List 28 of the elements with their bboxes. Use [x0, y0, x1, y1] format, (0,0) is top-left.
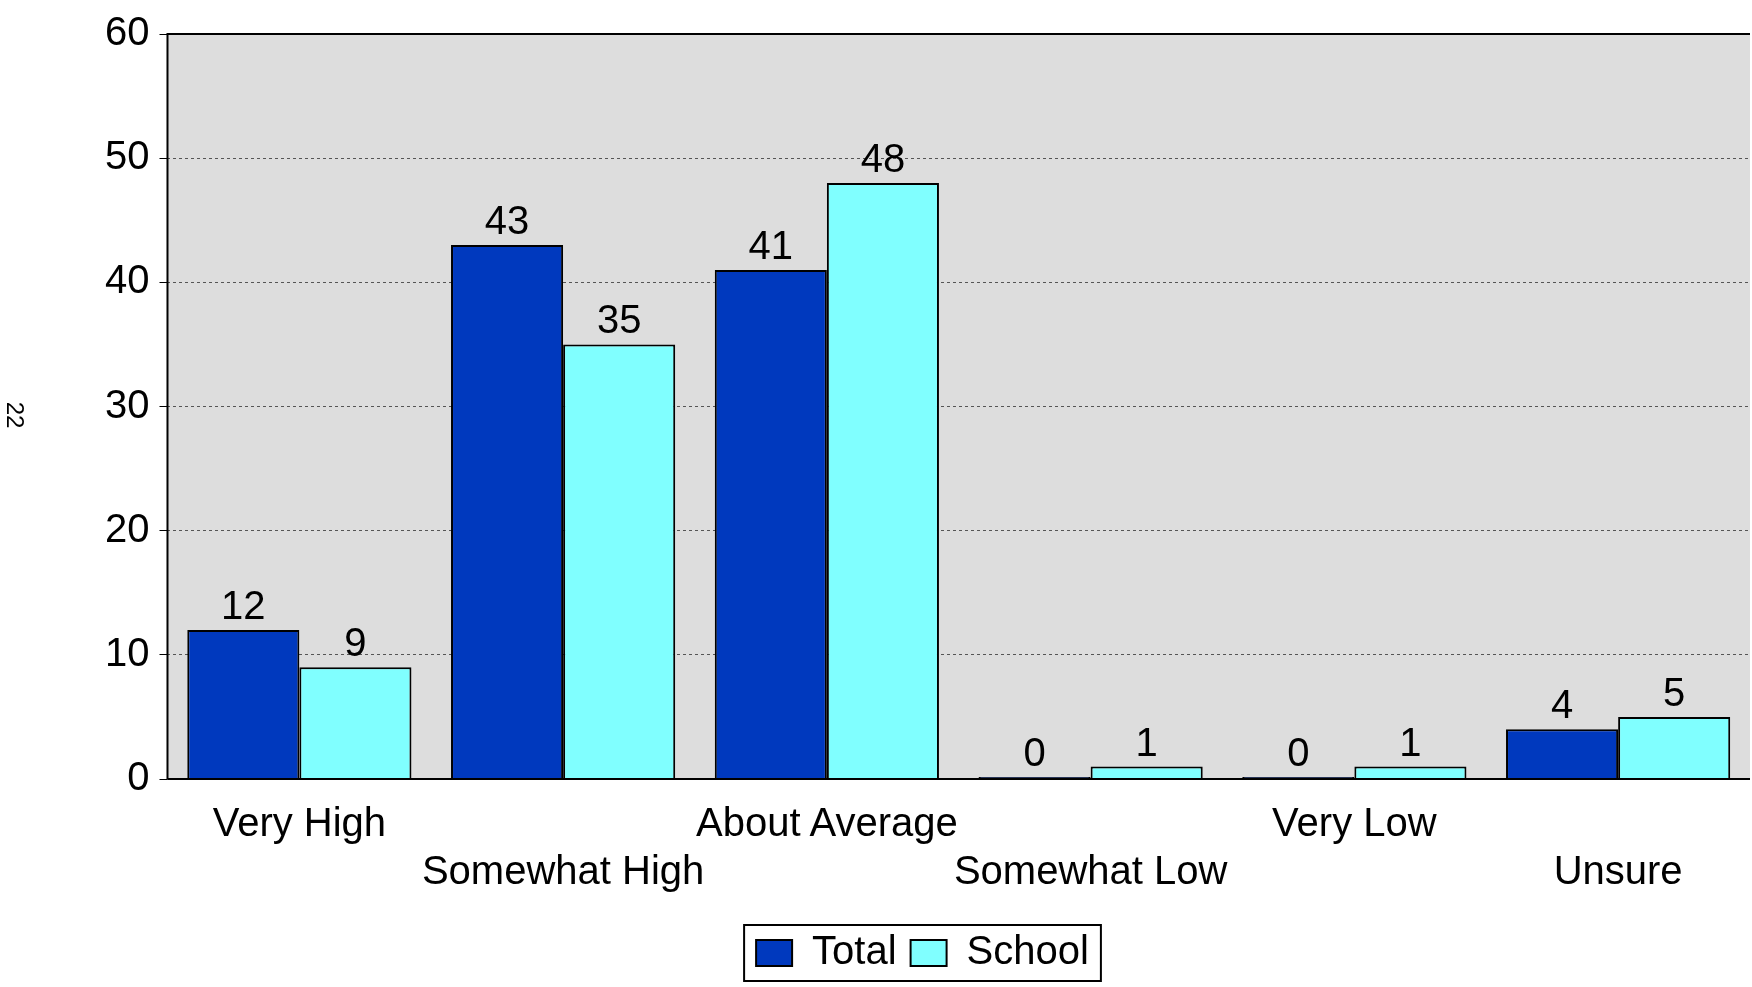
data-label: 9 — [344, 620, 367, 665]
data-label: 4 — [1550, 682, 1574, 727]
y-tick-label: 30 — [104, 381, 150, 426]
x-tick-label: Somewhat Low — [953, 848, 1228, 893]
y-tick-label: 40 — [104, 257, 150, 302]
x-tick-label: About Average — [696, 800, 958, 845]
data-label: 1 — [1399, 719, 1422, 764]
data-label: 48 — [860, 136, 906, 181]
y-tick-label: 20 — [104, 505, 150, 550]
legend-label: School — [966, 928, 1089, 973]
data-label: 35 — [596, 297, 642, 342]
legend-label: Total — [812, 928, 897, 973]
y-tick-label: 10 — [104, 629, 150, 674]
data-label: 41 — [748, 222, 794, 267]
data-label: 0 — [1287, 730, 1310, 775]
x-tick-label: Very Low — [1272, 800, 1437, 845]
x-tick-label: Unsure — [1553, 848, 1683, 893]
y-tick-label: 0 — [127, 754, 150, 799]
data-label: 1 — [1135, 719, 1158, 764]
x-tick-label: Very High — [212, 800, 387, 845]
data-label: 5 — [1663, 669, 1686, 714]
y-tick-label: 60 — [104, 9, 150, 54]
text: 22 — [2, 401, 30, 429]
y-tick-label: 50 — [104, 133, 150, 178]
data-label: 43 — [484, 198, 530, 243]
x-tick-label: Somewhat High — [421, 848, 705, 893]
data-label: 0 — [1023, 730, 1046, 775]
data-label: 12 — [221, 583, 266, 628]
